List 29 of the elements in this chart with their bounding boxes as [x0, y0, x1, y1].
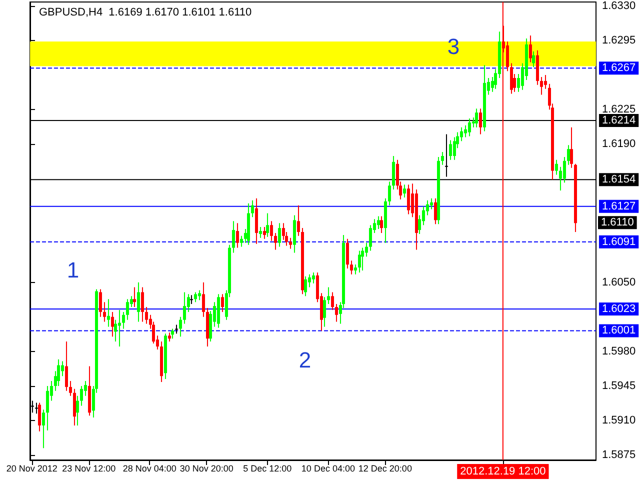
x-tick-label: 23 Nov 12:00	[62, 464, 116, 474]
annotation: 3	[447, 34, 460, 59]
y-tick-label: 1.5910	[602, 414, 636, 427]
y-tick-label: 1.5875	[602, 449, 636, 462]
ref-line-label: 1.6001	[602, 324, 636, 337]
x-tick-label: 10 Dec 04:00	[301, 464, 355, 474]
x-tick-label: 30 Nov 20:00	[180, 464, 234, 474]
ref-line-label: 1.6023	[602, 302, 636, 315]
y-tick-label: 1.6295	[602, 34, 636, 46]
ref-line-label: 1.6154	[602, 174, 636, 186]
annotation: 1.6110	[601, 216, 634, 229]
x-tick-label: 5 Dec 12:00	[243, 464, 292, 474]
chart-title: GBPUSD,H4 1.6169 1.6170 1.6101 1.6110	[39, 6, 252, 18]
ref-line-label: 1.6214	[602, 114, 636, 126]
y-tick-label: 1.6190	[602, 138, 636, 150]
y-tick-label: 1.6330	[602, 0, 636, 12]
y-tick-label: 1.5980	[602, 345, 636, 358]
x-tick-label: 2012.12.19 12:00	[460, 466, 546, 478]
ref-line-label: 1.6091	[602, 236, 636, 248]
y-tick-label: 1.6225	[602, 104, 636, 116]
y-tick-label: 1.5945	[602, 380, 636, 392]
annotation: 2	[298, 348, 312, 372]
x-tick-label: 28 Nov 04:00	[122, 464, 176, 474]
ref-line-label: 1.6267	[602, 62, 636, 74]
x-tick-label: 12 Dec 20:00	[358, 464, 412, 474]
annotation: 1	[66, 258, 80, 282]
y-tick-label: 1.6050	[602, 276, 636, 288]
x-tick-label: 20 Nov 2012	[6, 464, 58, 474]
ref-line-label: 1.6127	[602, 200, 636, 212]
